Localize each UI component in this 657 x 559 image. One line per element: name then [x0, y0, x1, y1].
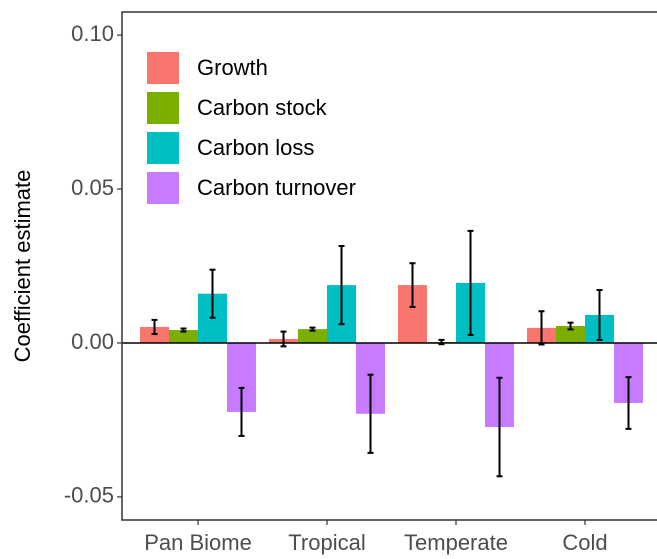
- error-bar: [596, 289, 603, 341]
- bar: [556, 326, 585, 343]
- plot-frame: [121, 11, 657, 521]
- x-tick-label: Pan Biome: [144, 530, 252, 555]
- error-bar: [567, 321, 574, 331]
- error-bar: [151, 318, 158, 336]
- y-tick-label: -0.05: [64, 483, 114, 508]
- x-tick-label: Temperate: [404, 530, 508, 555]
- y-tick-label: 0.10: [71, 21, 114, 46]
- error-bar: [238, 386, 245, 437]
- bar: [298, 329, 327, 343]
- legend-text: Carbon loss: [197, 135, 314, 160]
- x-tick-label: Tropical: [288, 530, 365, 555]
- error-bar: [625, 376, 632, 430]
- error-bar: [209, 268, 216, 319]
- error-bar: [338, 244, 345, 326]
- error-bar: [496, 376, 503, 478]
- legend-text: Carbon turnover: [197, 175, 356, 200]
- error-bar: [367, 373, 374, 454]
- error-bar: [409, 262, 416, 308]
- legend-key: [147, 172, 179, 204]
- bar: [169, 330, 198, 343]
- y-tick-label: 0.00: [71, 329, 114, 354]
- legend-text: Growth: [197, 55, 268, 80]
- y-tick-label: 0.05: [71, 175, 114, 200]
- error-bar: [309, 326, 316, 332]
- error-bar: [280, 330, 287, 348]
- legend-text: Carbon stock: [197, 95, 328, 120]
- legend-key: [147, 92, 179, 124]
- legend-key: [147, 132, 179, 164]
- error-bar: [467, 229, 474, 336]
- error-bar: [180, 327, 187, 333]
- error-bar: [538, 310, 545, 346]
- x-tick-label: Cold: [562, 530, 607, 555]
- y-axis-title: Coefficient estimate: [10, 170, 35, 363]
- legend-key: [147, 52, 179, 84]
